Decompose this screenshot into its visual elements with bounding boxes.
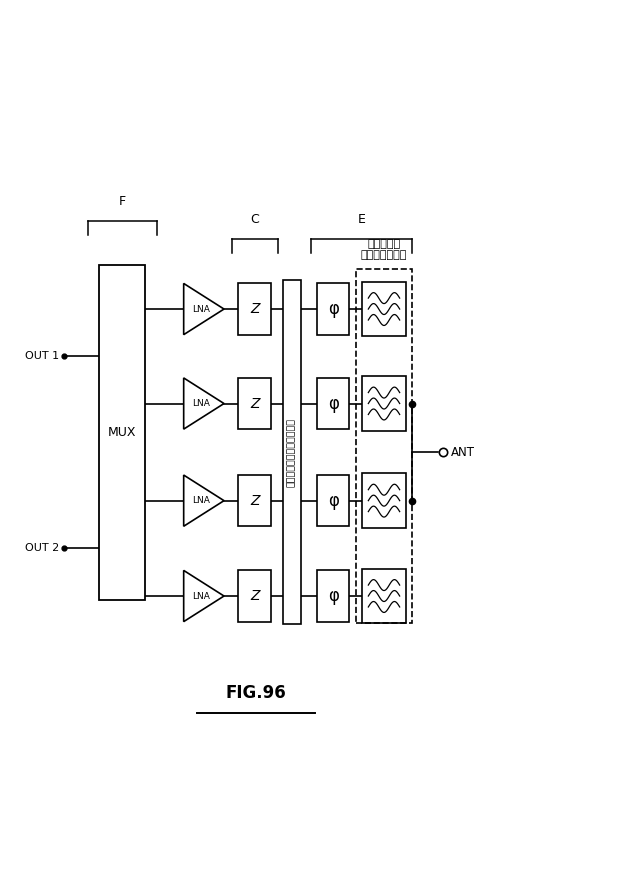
- Bar: [238, 283, 271, 335]
- Text: LNA: LNA: [193, 399, 211, 408]
- Text: φ: φ: [328, 395, 339, 412]
- Bar: [362, 473, 406, 528]
- Text: FIG.96: FIG.96: [226, 684, 286, 702]
- Bar: [238, 475, 271, 526]
- Text: φ: φ: [328, 492, 339, 509]
- Text: LNA: LNA: [193, 305, 211, 313]
- Bar: [238, 570, 271, 622]
- Bar: [317, 570, 349, 622]
- Bar: [362, 376, 406, 431]
- Bar: [317, 283, 349, 335]
- Bar: [283, 280, 301, 624]
- Polygon shape: [184, 570, 224, 622]
- Text: Z: Z: [250, 396, 259, 411]
- Bar: [362, 569, 406, 623]
- Text: OUT 2: OUT 2: [24, 543, 59, 554]
- Bar: [317, 475, 349, 526]
- Text: Z: Z: [250, 302, 259, 316]
- Text: φ: φ: [328, 587, 339, 605]
- Text: ANT: ANT: [451, 446, 474, 458]
- Text: φ: φ: [328, 300, 339, 318]
- Text: OUT 1: OUT 1: [25, 351, 59, 361]
- Text: C: C: [250, 213, 259, 226]
- Text: Z: Z: [250, 494, 259, 508]
- Polygon shape: [184, 283, 224, 335]
- Polygon shape: [184, 475, 224, 526]
- Polygon shape: [184, 378, 224, 429]
- Bar: [356, 269, 412, 623]
- Bar: [238, 378, 271, 429]
- Bar: [317, 378, 349, 429]
- Bar: [99, 265, 145, 600]
- Text: F: F: [118, 194, 126, 208]
- Text: フィルタ／
マルチプレクサ: フィルタ／ マルチプレクサ: [361, 239, 407, 260]
- Text: MUX: MUX: [108, 426, 136, 439]
- Bar: [362, 282, 406, 336]
- Text: スイッチングネットワーク: スイッチングネットワーク: [287, 418, 296, 487]
- Text: LNA: LNA: [193, 496, 211, 505]
- Text: LNA: LNA: [193, 592, 211, 600]
- Text: Z: Z: [250, 589, 259, 603]
- Text: E: E: [358, 213, 365, 226]
